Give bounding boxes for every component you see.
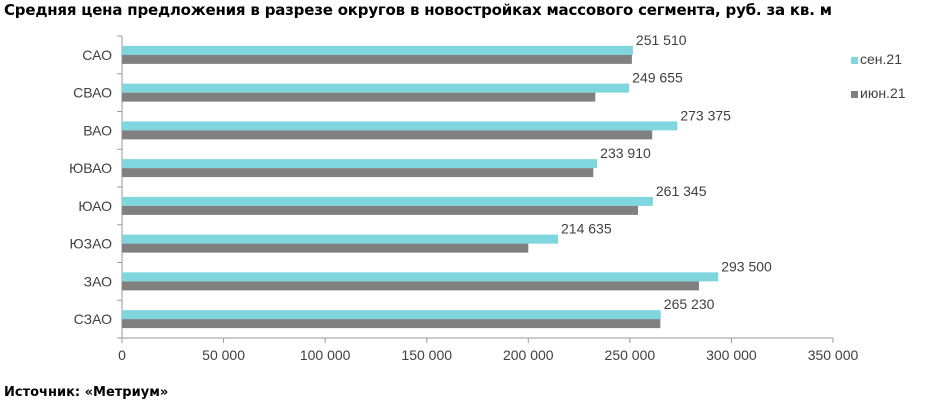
category-label: СВАО	[73, 85, 112, 101]
category-label: СЗАО	[74, 311, 112, 327]
bar-jun21	[122, 319, 661, 329]
x-tick-label: 300 000	[706, 347, 757, 363]
category-label: ЗАО	[84, 273, 112, 289]
bar-jun21	[122, 92, 596, 102]
bar-jun21	[122, 205, 638, 215]
data-label: 273 375	[680, 107, 731, 123]
bar-jun21	[122, 54, 632, 64]
data-label: 265 230	[664, 296, 715, 312]
x-tick-label: 200 000	[503, 347, 554, 363]
bar-jun21	[122, 168, 594, 178]
bar-sep21	[122, 159, 598, 169]
chart-title: Средняя цена предложения в разрезе округ…	[4, 1, 832, 19]
category-label: ЮВАО	[69, 160, 112, 176]
bar-sep21	[122, 310, 661, 320]
category-label: ВАО	[83, 122, 112, 138]
legend-label: июн.21	[860, 85, 906, 101]
bar-sep21	[122, 272, 719, 282]
category-label: ЮАО	[78, 198, 112, 214]
data-label: 214 635	[561, 221, 612, 237]
bar-jun21	[122, 281, 699, 291]
x-tick-label: 0	[118, 347, 126, 363]
bar-jun21	[122, 243, 529, 253]
bar-sep21	[122, 234, 559, 244]
bar-sep21	[122, 196, 653, 206]
bar-sep21	[122, 83, 630, 93]
x-tick-label: 150 000	[401, 347, 452, 363]
source-note: Источник: «Метриум»	[4, 385, 169, 400]
x-tick-label: 100 000	[300, 347, 351, 363]
category-label: САО	[82, 47, 112, 63]
data-label: 261 345	[656, 183, 707, 199]
bar-jun21	[122, 130, 653, 140]
data-label: 293 500	[721, 258, 772, 274]
x-tick-label: 50 000	[202, 347, 245, 363]
data-label: 251 510	[636, 32, 687, 48]
data-label: 249 655	[632, 70, 683, 86]
bar-sep21	[122, 45, 633, 55]
category-label: ЮЗАО	[69, 236, 112, 252]
bar-sep21	[122, 121, 678, 131]
legend-marker	[851, 91, 858, 98]
legend-marker	[851, 57, 858, 64]
x-tick-label: 250 000	[605, 347, 656, 363]
legend-label: сен.21	[860, 51, 902, 67]
x-tick-label: 350 000	[808, 347, 859, 363]
data-label: 233 910	[600, 145, 651, 161]
